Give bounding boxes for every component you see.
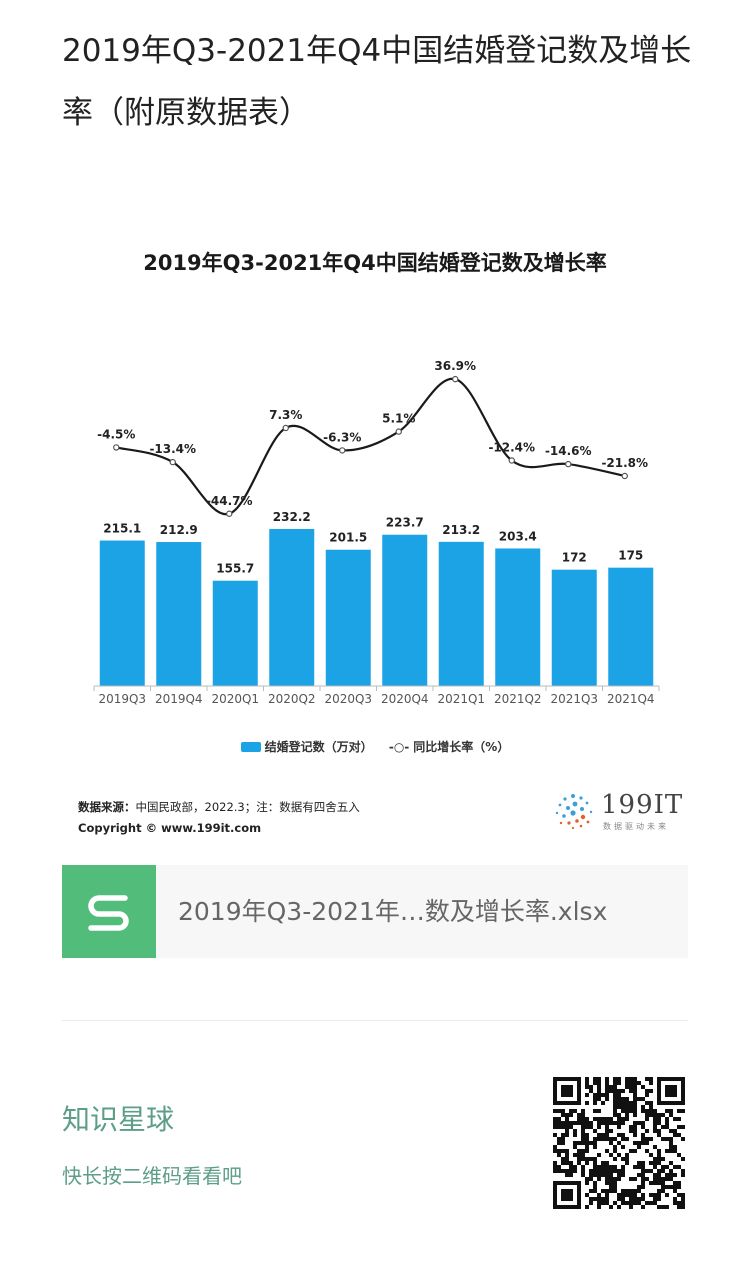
bar-2021Q2: [495, 548, 541, 686]
attachment-card[interactable]: 2019年Q3-2021年…数及增长率.xlsx: [62, 865, 688, 958]
growth-point-2020Q1: [226, 510, 233, 517]
x-tick-label: 2020Q4: [381, 692, 429, 706]
bar-value-label: 215.1: [103, 522, 141, 536]
x-tick-label: 2021Q3: [550, 692, 598, 706]
bar-value-label: 213.2: [442, 523, 480, 537]
post-title: 2019年Q3-2021年Q4中国结婚登记数及增长率（附原数据表）: [62, 33, 692, 131]
growth-value-label: -6.3%: [323, 430, 361, 444]
growth-value-label: -44.7%: [206, 494, 253, 508]
growth-point-2019Q4: [169, 458, 176, 466]
planet-subtitle: 快长按二维码看看吧: [62, 1164, 242, 1188]
199it-logo: 199IT 数据驱动未来: [553, 790, 713, 836]
logo-dots-icon: [555, 794, 593, 830]
growth-point-2021Q3: [565, 460, 572, 468]
growth-rate-line: [115, 377, 625, 516]
spreadsheet-s-icon: [62, 865, 156, 958]
growth-point-2020Q4: [395, 428, 402, 435]
bar-2019Q3: [99, 540, 145, 686]
bar-value-label: 155.7: [216, 562, 254, 576]
growth-point-2019Q3: [113, 444, 120, 451]
bar-value-label: 232.2: [273, 510, 311, 524]
copyright-text: Copyright © www.199it.com: [78, 821, 262, 835]
bar-value-label: 223.7: [386, 516, 424, 530]
x-tick-label: 2021Q2: [494, 692, 542, 706]
bar-2021Q3: [551, 569, 597, 686]
bar-2021Q1: [438, 541, 484, 686]
x-tick-label: 2021Q1: [437, 692, 485, 706]
x-tick-label: 2020Q3: [324, 692, 372, 706]
growth-point-2021Q2: [508, 457, 515, 464]
legend-bar-label: 结婚登记数（万对）: [264, 740, 373, 754]
bar-2019Q4: [156, 542, 202, 686]
growth-value-label: -13.4%: [149, 442, 196, 456]
bar-2020Q3: [325, 549, 371, 686]
bar-value-label: 172: [562, 551, 587, 565]
bar-2021Q4: [608, 567, 654, 686]
logo-tagline: 数据驱动未来: [603, 822, 669, 831]
chart-title: 2019年Q3-2021年Q4中国结婚登记数及增长率: [143, 251, 607, 275]
growth-value-label: 5.1%: [382, 412, 415, 426]
planet-title: 知识星球: [62, 1103, 175, 1136]
bar-value-label: 201.5: [329, 531, 367, 545]
bar-2020Q4: [382, 534, 428, 686]
x-tick-label: 2019Q3: [98, 692, 146, 706]
bar-2020Q1: [212, 580, 258, 686]
logo-wordmark: 199IT: [601, 790, 684, 820]
bar-value-label: 203.4: [499, 529, 537, 543]
growth-value-label: 7.3%: [269, 408, 302, 422]
x-tick-label: 2020Q1: [211, 692, 259, 706]
bar-2020Q2: [269, 528, 315, 686]
bar-value-label: 175: [618, 549, 643, 563]
combo-chart: 215.1 2019Q3 212.9 2019Q4 155.7 2020Q1 232.2 20…: [93, 359, 660, 706]
bar-value-label: 212.9: [160, 523, 198, 537]
section-divider: [62, 1020, 688, 1021]
legend-bar-swatch: [240, 742, 261, 752]
growth-value-label: -12.4%: [488, 440, 535, 454]
growth-value-label: -4.5%: [97, 427, 135, 441]
source-label: 数据来源：: [78, 800, 136, 814]
growth-point-2020Q3: [339, 447, 346, 454]
growth-point-2021Q4: [621, 472, 628, 480]
x-tick-label: 2019Q4: [155, 692, 203, 706]
x-tick-label: 2020Q2: [268, 692, 316, 706]
legend-line-label: 同比增长率（%）: [413, 740, 510, 754]
growth-point-2021Q1: [452, 375, 459, 383]
attachment-file-name[interactable]: 2019年Q3-2021年…数及增长率.xlsx: [178, 897, 608, 926]
growth-point-2020Q2: [282, 424, 289, 432]
growth-value-label: -14.6%: [545, 444, 592, 458]
source-text: 中国民政部，2022.3；注：数据有四舍五入: [135, 800, 360, 814]
growth-value-label: -21.8%: [601, 456, 648, 470]
chart-legend: 结婚登记数（万对） -○- 同比增长率（%）: [0, 738, 750, 755]
qr-code[interactable]: [553, 1077, 685, 1209]
legend-line-marker: -○-: [388, 740, 410, 754]
growth-value-label: 36.9%: [434, 359, 476, 373]
x-tick-label: 2021Q4: [607, 692, 655, 706]
source-note: 数据来源：中国民政部，2022.3；注：数据有四舍五入 Copyright © …: [78, 797, 360, 839]
